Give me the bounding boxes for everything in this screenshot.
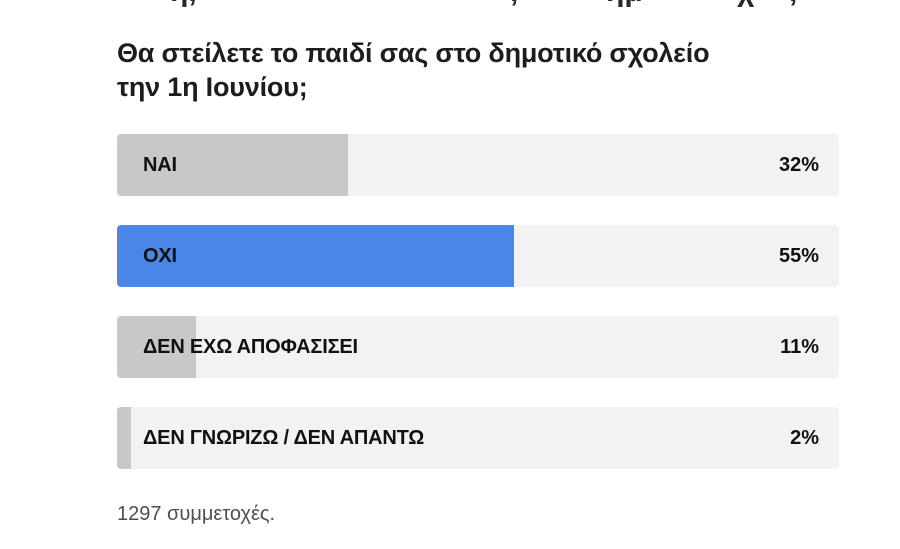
bar-label: ΝΑΙ	[143, 154, 177, 176]
bar-value: 11%	[780, 336, 819, 358]
poll-option-row-oxi: ΟΧΙ 55%	[117, 225, 839, 287]
bar-label: ΔΕΝ ΓΝΩΡΙΖΩ / ΔΕΝ ΑΠΑΝΤΩ	[143, 427, 425, 449]
poll-question: Θα στείλετε το παιδί σας στο δημοτικό σχ…	[117, 38, 710, 102]
bar-value: 32%	[778, 154, 819, 176]
bar-fill	[117, 407, 132, 469]
bar-fill-highlighted	[117, 225, 515, 287]
bar-label: ΔΕΝ ΕΧΩ ΑΠΟΦΑΣΙΣΕΙ	[143, 336, 358, 358]
poll-option-row-nai: ΝΑΙ 32%	[117, 134, 839, 196]
participation-count: 1297 συμμετοχές.	[117, 503, 276, 525]
clipped-glyph-fragment: ημ	[606, 0, 643, 9]
bar-value: 55%	[778, 245, 819, 267]
bar-label: ΟΧΙ	[143, 245, 177, 267]
clipped-glyph-fragment: χ	[737, 0, 754, 9]
clipped-glyph-fragment: ,	[789, 0, 797, 9]
clipped-glyph-fragment: η,	[170, 0, 197, 9]
bar-value: 2%	[790, 427, 819, 449]
clipped-glyph-fragment: ,	[510, 0, 518, 9]
poll-option-row-no-answer: ΔΕΝ ΓΝΩΡΙΖΩ / ΔΕΝ ΑΠΑΝΤΩ 2%	[117, 407, 839, 469]
bar-fill	[117, 134, 349, 196]
poll-option-row-undecided: ΔΕΝ ΕΧΩ ΑΠΟΦΑΣΙΣΕΙ 11%	[117, 316, 839, 378]
bar-fill	[117, 316, 197, 378]
poll-results-chart: ΝΑΙ 32% ΟΧΙ 55% ΔΕΝ ΕΧΩ ΑΠΟΦΑΣΙΣΕΙ 11% Δ…	[117, 134, 839, 498]
clipped-text-top: η,, ημ χ,	[0, 0, 900, 13]
